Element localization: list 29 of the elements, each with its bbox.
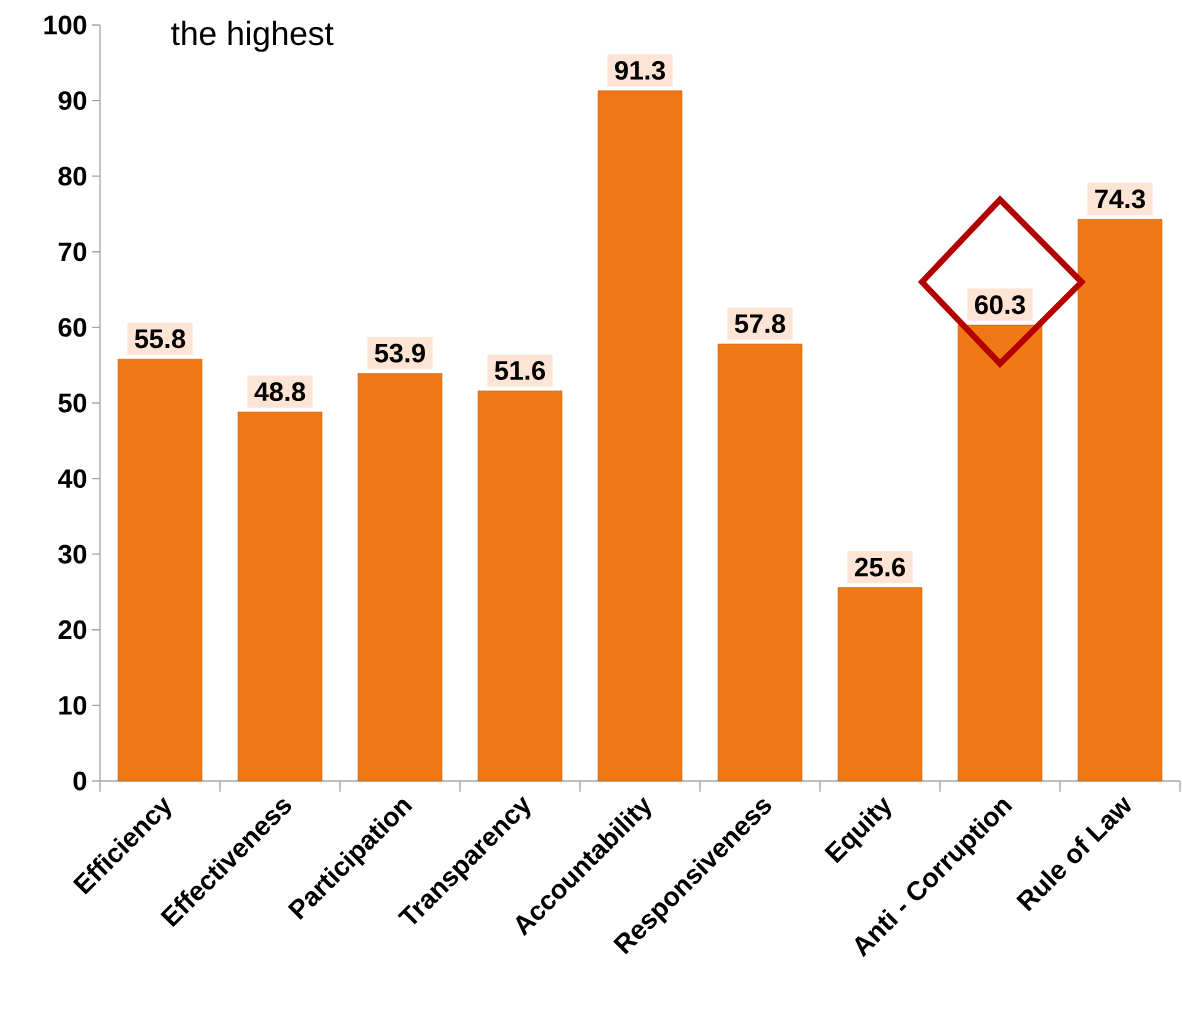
bar bbox=[1077, 219, 1163, 782]
data-label: 25.6 bbox=[854, 557, 905, 577]
data-label: 74.3 bbox=[1095, 189, 1145, 209]
bar bbox=[117, 358, 203, 782]
y-tick-label: 90 bbox=[58, 91, 87, 111]
y-tick-label: 50 bbox=[58, 393, 87, 413]
bar bbox=[717, 343, 803, 782]
y-tick-label: 0 bbox=[73, 771, 87, 791]
data-label: 60.3 bbox=[975, 295, 1025, 315]
bar bbox=[477, 390, 563, 782]
annotation: the highest bbox=[171, 20, 334, 52]
y-tick-label: 80 bbox=[58, 166, 87, 186]
y-tick-label: 60 bbox=[58, 317, 87, 337]
y-tick-label: 10 bbox=[59, 695, 87, 715]
data-label: 57.8 bbox=[734, 314, 786, 334]
data-label: 48.8 bbox=[254, 382, 306, 402]
bar bbox=[237, 411, 323, 782]
y-tick-label: 100 bbox=[44, 15, 87, 35]
y-tick-label: 70 bbox=[58, 242, 87, 262]
bar bbox=[357, 373, 443, 782]
data-label: 53.9 bbox=[374, 343, 425, 363]
y-tick-label: 20 bbox=[58, 620, 87, 640]
bar bbox=[597, 90, 683, 782]
y-tick-label: 40 bbox=[58, 469, 87, 489]
bar bbox=[837, 587, 923, 782]
data-label: 55.8 bbox=[134, 329, 186, 349]
y-tick-label: 30 bbox=[58, 544, 87, 564]
data-label: 91.3 bbox=[614, 60, 665, 80]
data-label: 51.6 bbox=[494, 361, 545, 380]
